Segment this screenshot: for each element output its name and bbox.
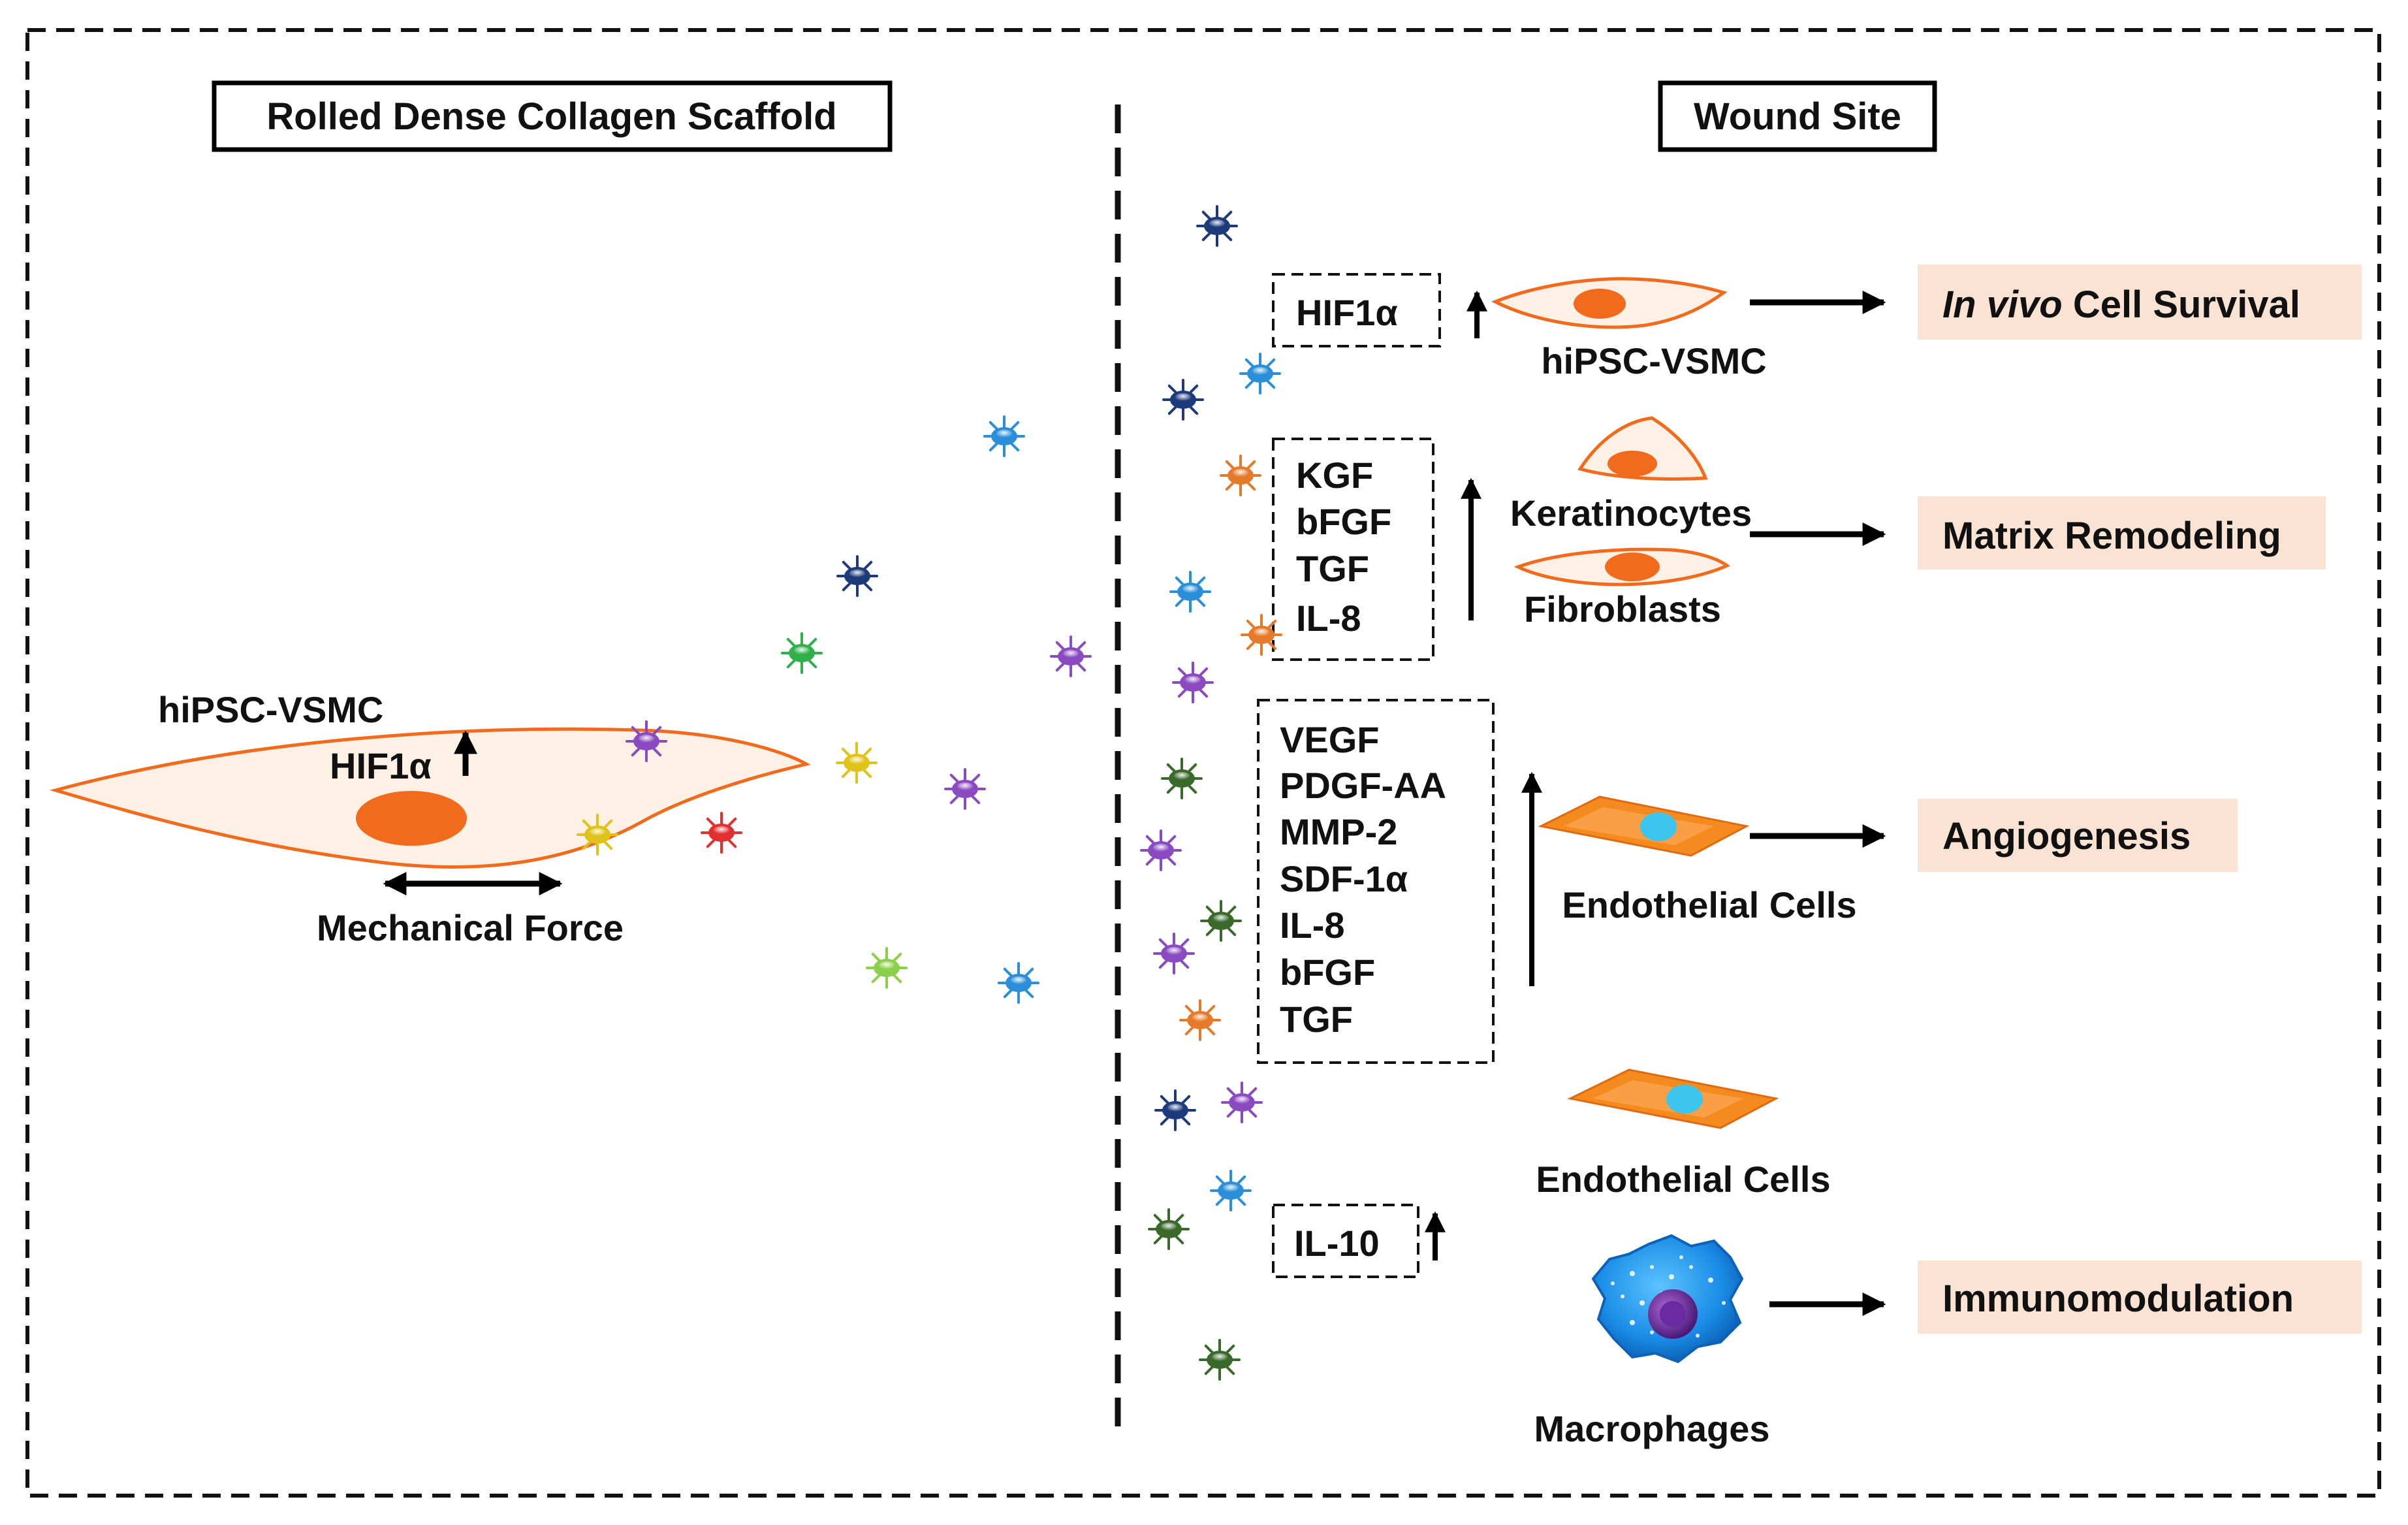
- secreted-factor-particle: [1153, 933, 1195, 974]
- angiogenesis-factor: bFGF: [1280, 952, 1375, 993]
- survival-outcome-box: [1918, 265, 2362, 340]
- secreted-factor-particle: [998, 962, 1039, 1004]
- immuno-outcome: Immunomodulation: [1942, 1277, 2294, 1320]
- secreted-factor-particle: [1169, 571, 1211, 613]
- right-title: Wound Site: [1694, 95, 1901, 138]
- matrix-factor: TGF: [1296, 548, 1369, 589]
- matrix-factor-box: [1272, 438, 1434, 661]
- secreted-factor-particle: [944, 768, 986, 810]
- secreted-factor-particle: [1179, 999, 1221, 1041]
- secreted-factor-particle: [1196, 205, 1238, 247]
- matrix-factor: IL-8: [1296, 598, 1361, 639]
- secreted-factor-particle: [836, 555, 878, 597]
- left-title-box: [212, 80, 893, 152]
- angiogenesis-outcome: Angiogenesis: [1942, 815, 2191, 858]
- secreted-factor-particle: [866, 947, 908, 989]
- immuno-outcome-box: [1918, 1260, 2362, 1334]
- secreted-factor-particle: [1050, 635, 1092, 677]
- angiogenesis-factor: SDF-1α: [1280, 858, 1408, 899]
- secreted-factor-particle: [1200, 900, 1242, 942]
- right-title-box: [1658, 80, 1937, 152]
- immuno-endothelial-label: Endothelial Cells: [1536, 1159, 1830, 1200]
- secreted-factor-particle: [781, 632, 823, 674]
- macrophage-cell: [1591, 1234, 1744, 1364]
- survival-outcome-rest: Cell Survival: [2063, 283, 2300, 326]
- outer-frame: [25, 28, 2381, 1498]
- angiogenesis-cell-label: Endothelial Cells: [1562, 884, 1856, 925]
- secreted-factor-particle: [1154, 1089, 1196, 1131]
- secreted-factor-particle: [577, 814, 618, 856]
- secreted-factor-particle: [1172, 662, 1214, 703]
- secreted-factor-particle: [1221, 1082, 1263, 1123]
- secreted-factor-particle: [1239, 353, 1281, 394]
- secreted-factor-particle: [1161, 758, 1203, 799]
- secreted-factor-particle: [836, 742, 878, 784]
- matrix-factor: KGF: [1296, 455, 1373, 496]
- survival-vsmc-nucleus: [1574, 289, 1626, 319]
- secreted-factor-particle: [1162, 379, 1204, 421]
- secreted-factor-particle: [1140, 829, 1182, 871]
- fibroblasts-label: Fibroblasts: [1524, 588, 1721, 630]
- fibroblast-nucleus: [1605, 553, 1660, 581]
- matrix-factor: bFGF: [1296, 501, 1391, 542]
- survival-cell-label: hiPSC-VSMC: [1541, 340, 1766, 381]
- secreted-factors: [577, 205, 1282, 1381]
- angiogenesis-factor: IL-8: [1280, 905, 1345, 946]
- left-vsmc-nucleus: [356, 791, 467, 846]
- secreted-factor-particle: [1210, 1170, 1252, 1212]
- left-title: Rolled Dense Collagen Scaffold: [266, 95, 836, 138]
- left-cell-label: hiPSC-VSMC: [158, 689, 383, 730]
- angiogenesis-factor: VEGF: [1280, 719, 1379, 760]
- immuno-factor-box: [1272, 1204, 1419, 1278]
- survival-outcome-italic: In vivo: [1942, 283, 2063, 326]
- survival-outcome: In vivo Cell Survival: [1942, 283, 2300, 326]
- secreted-factor-particle: [1220, 455, 1261, 496]
- angiogenesis-factor-box: [1257, 699, 1495, 1064]
- angiogenesis-factor: MMP-2: [1280, 811, 1397, 852]
- secreted-factor-particle: [626, 720, 667, 762]
- keratinocyte-nucleus: [1608, 451, 1657, 477]
- secreted-factor-particle: [1199, 1339, 1241, 1381]
- keratinocytes-label: Keratinocytes: [1510, 492, 1752, 534]
- immuno-factor: IL-10: [1294, 1223, 1380, 1264]
- angiogenesis-outcome-box: [1918, 799, 2238, 872]
- survival-factor-box: [1272, 273, 1441, 347]
- mechanical-force-label: Mechanical Force: [317, 907, 624, 948]
- angiogenesis-factor: PDGF-AA: [1280, 765, 1446, 806]
- macrophages-label: Macrophages: [1534, 1408, 1770, 1449]
- secreted-factor-particle: [983, 415, 1025, 457]
- endothelial-cell-2: [1567, 1068, 1779, 1129]
- secreted-factor-particle: [701, 812, 742, 854]
- endothelial-cell-1: [1538, 795, 1750, 857]
- matrix-outcome: Matrix Remodeling: [1942, 515, 2281, 557]
- survival-factor: HIF1α: [1296, 292, 1398, 333]
- angiogenesis-factor: TGF: [1280, 999, 1353, 1040]
- secreted-factor-particle: [1241, 614, 1282, 656]
- matrix-outcome-box: [1918, 496, 2326, 570]
- left-hif-label: HIF1α: [330, 745, 432, 786]
- secreted-factor-particle: [1148, 1208, 1190, 1250]
